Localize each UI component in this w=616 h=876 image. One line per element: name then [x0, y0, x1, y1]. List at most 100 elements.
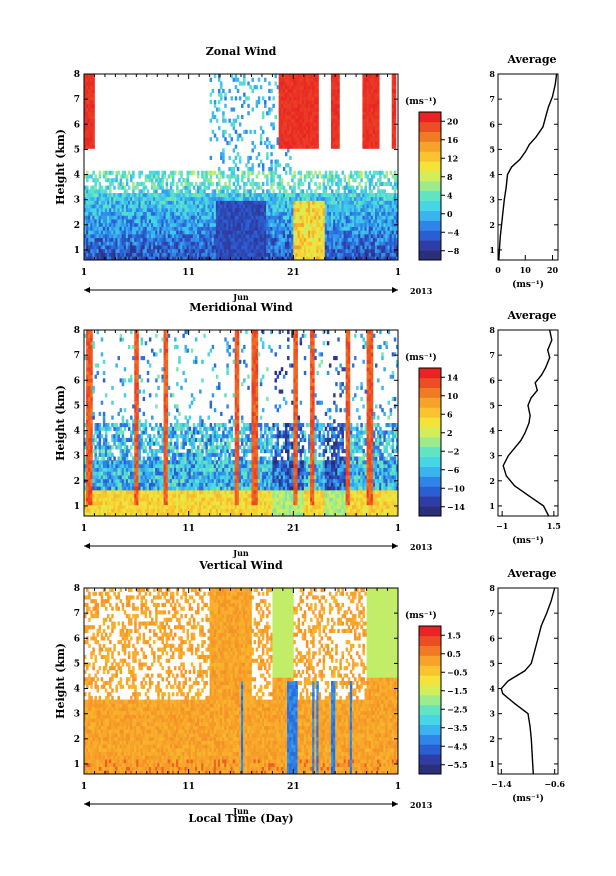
heatmap-cell: [88, 144, 91, 149]
heatmap-cell: [255, 219, 259, 224]
heatmap-cell: [366, 215, 370, 220]
heatmap-cell: [335, 237, 338, 242]
colorbar-tick-label: −4: [447, 227, 460, 237]
heatmap-cell: [153, 170, 156, 175]
heatmap-cell: [132, 478, 135, 483]
heatmap-cell: [362, 81, 365, 86]
heatmap-cell: [251, 230, 254, 235]
heatmap-cell: [255, 193, 259, 198]
heatmap-cell: [243, 200, 246, 205]
heatmap-cell: [245, 211, 248, 216]
heatmap-cell: [347, 215, 351, 220]
heatmap-cell: [100, 219, 104, 224]
heatmap-cell: [389, 200, 393, 205]
heatmap-cell: [90, 233, 93, 239]
heatmap-cell: [192, 196, 196, 201]
heatmap-cell: [295, 107, 298, 112]
heatmap-cell: [310, 77, 313, 82]
heatmap-cell: [249, 230, 252, 235]
heatmap-cell: [351, 185, 355, 190]
heatmap-cell: [109, 222, 112, 227]
heatmap-cell: [107, 449, 110, 454]
heatmap-cell: [305, 226, 309, 231]
heatmap-cell: [215, 181, 219, 186]
heatmap-cell: [111, 504, 114, 509]
heatmap-cell: [312, 241, 315, 246]
heatmap-cell: [333, 133, 336, 138]
heatmap-cell: [115, 170, 118, 175]
heatmap-cell: [90, 185, 93, 190]
heatmap-cell: [351, 248, 355, 253]
heatmap-cell: [234, 256, 238, 261]
heatmap-cell: [247, 167, 250, 172]
heatmap-cell: [370, 137, 374, 142]
heatmap-cell: [107, 493, 110, 498]
heatmap-cell: [318, 181, 321, 186]
heatmap-cell: [161, 170, 164, 175]
heatmap-cell: [303, 219, 307, 224]
heatmap-cell: [368, 237, 372, 242]
heatmap-cell: [230, 222, 234, 227]
heatmap-cell: [88, 352, 91, 357]
heatmap-cell: [370, 237, 374, 242]
heatmap-cell: [211, 222, 215, 227]
heatmap-cell: [86, 393, 89, 398]
heatmap-cell: [121, 504, 125, 509]
heatmap-cell: [366, 211, 370, 216]
heatmap-cell: [222, 174, 225, 179]
heatmap-cell: [341, 219, 344, 224]
heatmap-cell: [102, 189, 106, 194]
heatmap-cell: [155, 170, 158, 175]
heatmap-cell: [253, 207, 257, 213]
heatmap-cell: [217, 226, 221, 231]
heatmap-cell: [360, 219, 363, 224]
heatmap-cell: [243, 248, 246, 253]
heatmap-cell: [341, 222, 344, 227]
heatmap-cell: [291, 111, 294, 116]
heatmap-cell: [289, 74, 292, 79]
heatmap-cell: [224, 256, 227, 261]
heatmap-cell: [299, 74, 303, 79]
heatmap-cell: [284, 122, 288, 127]
heatmap-cell: [310, 140, 313, 146]
heatmap-cell: [194, 200, 198, 205]
heatmap-cell: [243, 181, 246, 186]
heatmap-cell: [232, 167, 236, 172]
heatmap-cell: [188, 230, 192, 235]
heatmap-cell: [364, 200, 367, 205]
heatmap-cell: [393, 74, 397, 79]
heatmap-cell: [377, 219, 380, 224]
heatmap-cell: [366, 103, 370, 108]
heatmap-cell: [217, 88, 221, 93]
heatmap-cell: [347, 207, 351, 213]
heatmap-cell: [232, 159, 236, 164]
heatmap-cell: [337, 85, 340, 90]
heatmap-cell: [245, 252, 248, 257]
heatmap-cell: [102, 419, 106, 424]
heatmap-cell: [90, 241, 93, 246]
heatmap-cell: [92, 245, 95, 250]
heatmap-cell: [339, 241, 342, 246]
heatmap-cell: [197, 196, 200, 201]
heatmap-cell: [291, 137, 294, 142]
heatmap-cell: [190, 193, 194, 198]
heatmap-cell: [335, 211, 338, 216]
heatmap-cell: [88, 437, 91, 442]
heatmap-cell: [205, 245, 208, 250]
heatmap-cell: [90, 356, 93, 361]
heatmap-cell: [393, 226, 397, 231]
heatmap-cell: [287, 103, 290, 108]
heatmap-cell: [370, 248, 374, 253]
heatmap-cell: [119, 178, 123, 183]
heatmap-cell: [316, 237, 319, 242]
heatmap-cell: [266, 230, 269, 235]
heatmap-cell: [295, 252, 298, 257]
heatmap-cell: [383, 193, 386, 198]
heatmap-cell: [266, 204, 269, 209]
heatmap-cell: [121, 501, 125, 506]
heatmap-cell: [109, 489, 112, 495]
heatmap-cell: [96, 230, 100, 235]
heatmap-cell: [140, 204, 144, 209]
heatmap-cell: [104, 426, 108, 431]
heatmap-cell: [207, 207, 210, 213]
